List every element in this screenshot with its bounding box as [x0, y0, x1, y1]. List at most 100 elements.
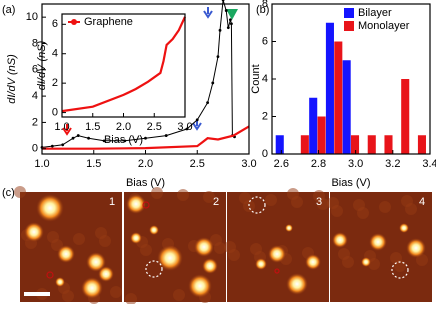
data-point [76, 134, 80, 137]
texture [239, 192, 251, 204]
stm-image: 3 [224, 188, 329, 302]
data-point [144, 136, 147, 140]
adsorbate [55, 277, 65, 287]
x-axis-label: Bias (V) [331, 177, 370, 189]
x-tick-label: 2.6 [274, 158, 289, 170]
highlight-circle [142, 201, 150, 209]
adsorbate [202, 258, 218, 274]
texture [287, 188, 299, 200]
legend-label: Graphene [84, 16, 133, 28]
y-tick-label: 6 [262, 35, 268, 47]
x-tick-label: 2.0 [138, 158, 153, 170]
y-tick-label: 2 [32, 116, 38, 128]
x-tick-label: 1.0 [34, 158, 49, 170]
x-tick-label: 2.8 [311, 158, 326, 170]
y-tick-label: 6 [52, 18, 58, 30]
texture [338, 248, 350, 260]
adsorbate [406, 238, 426, 258]
bar [417, 135, 426, 154]
y-tick-label: 4 [52, 48, 58, 60]
x-tick-label: 1.5 [85, 121, 100, 133]
highlight-circle [145, 260, 163, 278]
bar [401, 79, 410, 154]
frame-label: 2 [213, 196, 219, 208]
data-point [230, 22, 233, 26]
adsorbate [130, 232, 142, 244]
scale-bar [24, 292, 50, 296]
data-point [71, 136, 75, 140]
highlight-circle [391, 261, 409, 279]
bar [334, 41, 343, 154]
adsorbate [98, 266, 114, 282]
data-point [50, 144, 54, 148]
texture [379, 201, 391, 213]
data-point [102, 139, 106, 143]
arrow [62, 124, 72, 136]
data-point [206, 101, 210, 105]
adsorbate [157, 245, 183, 271]
texture [250, 243, 262, 255]
adsorbate [255, 258, 267, 270]
y-tick-label: 0 [52, 106, 58, 118]
adsorbate [369, 233, 387, 251]
y-tick-label: 2 [262, 110, 268, 122]
y-axis-label: Count [250, 64, 262, 93]
stm-image: 1 [14, 186, 122, 304]
adsorbate [36, 194, 64, 222]
x-tick-label: 3.0 [177, 121, 192, 133]
adsorbate [126, 194, 146, 214]
adsorbate [286, 273, 308, 295]
texture [265, 194, 277, 206]
y-tick-label: 4 [32, 90, 38, 102]
texture [327, 197, 339, 209]
y-tick-label: 10 [26, 11, 38, 23]
texture [390, 252, 402, 264]
adsorbate [268, 245, 286, 263]
texture [95, 227, 107, 239]
x-tick-label: 2.5 [147, 121, 162, 133]
adsorbate [57, 245, 75, 263]
legend-swatch [344, 8, 354, 18]
y-tick-label: 8 [262, 0, 268, 10]
x-tick-label: 2.5 [190, 158, 205, 170]
data-point [61, 143, 65, 147]
bar [300, 135, 309, 154]
data-point [123, 139, 127, 143]
x-tick-label: 3.0 [241, 158, 256, 170]
legend-marker [71, 19, 77, 25]
bar [325, 22, 334, 154]
arrow [203, 7, 213, 19]
x-tick-label: 1.5 [86, 158, 101, 170]
y-tick-label: 0 [262, 148, 268, 160]
x-tick-label: 3.2 [385, 158, 400, 170]
legend-label: Bilayer [358, 7, 392, 19]
adsorbate [285, 224, 293, 232]
data-point [195, 118, 199, 122]
data-point [211, 81, 215, 85]
data-line [61, 16, 186, 113]
highlight-circle [46, 271, 54, 279]
panel-label: (c) [2, 187, 15, 199]
x-tick-label: 2.0 [116, 121, 131, 133]
data-point [164, 134, 168, 137]
texture [73, 233, 85, 245]
texture [151, 187, 163, 199]
texture [224, 241, 236, 253]
texture [353, 199, 365, 211]
texture [173, 289, 185, 301]
y-axis-label: dI/dV (nS) [6, 54, 18, 104]
texture [47, 231, 59, 243]
y-tick-label: 8 [32, 37, 38, 49]
bar [351, 135, 360, 154]
y-axis-label: dI/dV (nS) [36, 40, 48, 90]
stm-image: 4 [327, 192, 432, 302]
adsorbate [332, 232, 348, 248]
x-tick-label: 3.4 [422, 158, 436, 170]
y-tick-label: 2 [52, 77, 58, 89]
texture [401, 195, 413, 207]
adsorbate [149, 225, 159, 235]
adsorbate [399, 223, 409, 233]
stm-image: 2 [124, 187, 226, 305]
